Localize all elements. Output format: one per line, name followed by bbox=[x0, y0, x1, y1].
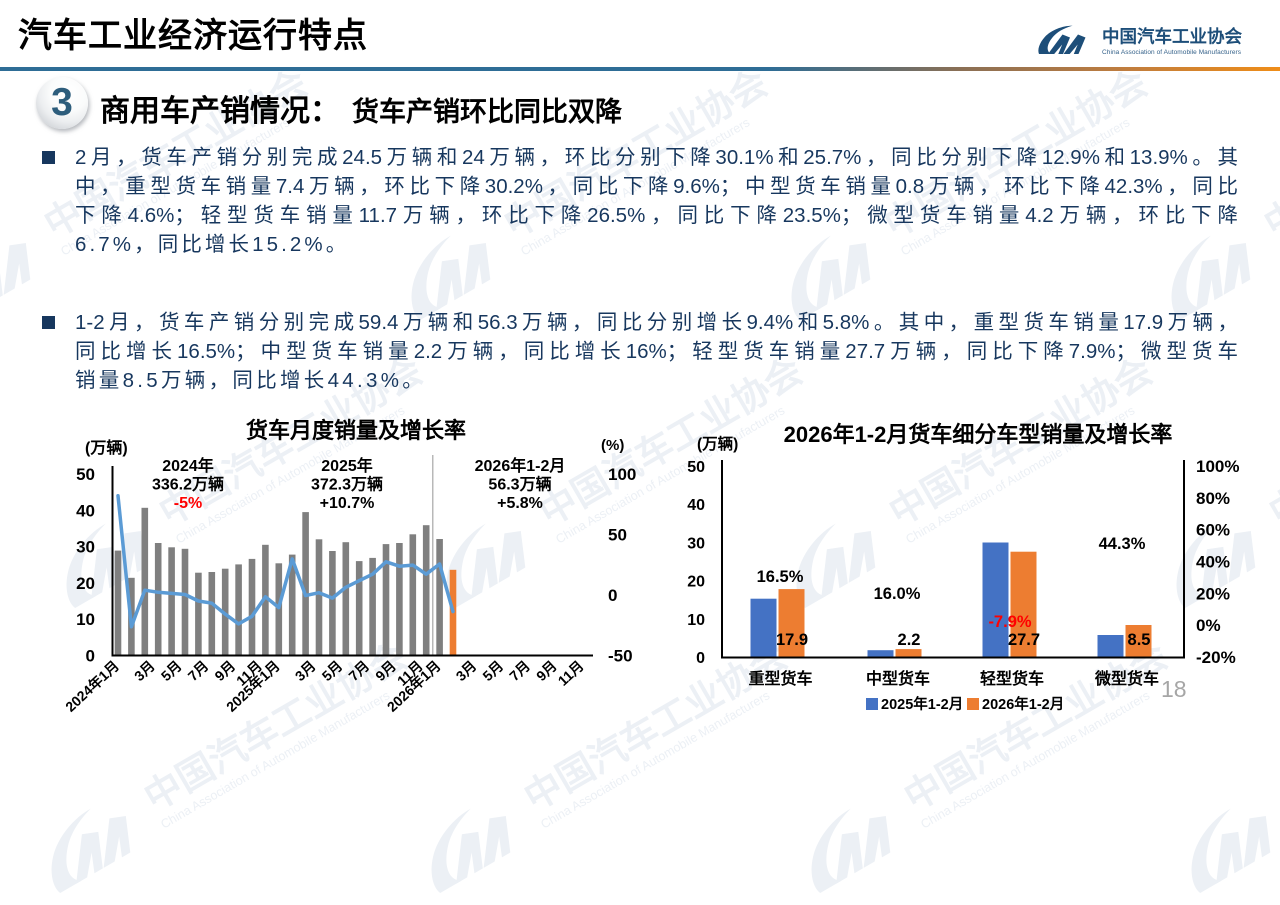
svg-text:10: 10 bbox=[687, 612, 705, 629]
svg-text:+10.7%: +10.7% bbox=[320, 495, 375, 512]
svg-text:9月: 9月 bbox=[372, 657, 399, 684]
svg-text:336.2万辆: 336.2万辆 bbox=[152, 475, 224, 494]
svg-text:中型货车: 中型货车 bbox=[866, 669, 930, 688]
svg-text:3月: 3月 bbox=[131, 657, 158, 684]
svg-text:7月: 7月 bbox=[506, 657, 533, 684]
svg-text:2025年: 2025年 bbox=[321, 456, 373, 475]
svg-text:20%: 20% bbox=[1196, 584, 1230, 603]
svg-text:50: 50 bbox=[608, 526, 627, 545]
svg-text:7月: 7月 bbox=[345, 657, 372, 684]
svg-text:50: 50 bbox=[76, 465, 95, 484]
svg-text:5月: 5月 bbox=[158, 657, 185, 684]
svg-text:372.3万辆: 372.3万辆 bbox=[311, 475, 383, 494]
svg-text:20: 20 bbox=[76, 574, 95, 593]
svg-text:2026年1-2月货车细分车型销量及增长率: 2026年1-2月货车细分车型销量及增长率 bbox=[784, 422, 1173, 447]
svg-text:货车月度销量及增长率: 货车月度销量及增长率 bbox=[246, 418, 466, 443]
svg-text:2026年1-2月: 2026年1-2月 bbox=[475, 456, 566, 475]
svg-text:3月: 3月 bbox=[292, 657, 319, 684]
svg-text:0: 0 bbox=[608, 586, 617, 605]
svg-text:44.3%: 44.3% bbox=[1099, 535, 1146, 553]
svg-text:40: 40 bbox=[76, 501, 95, 520]
svg-text:微型货车: 微型货车 bbox=[1094, 669, 1159, 688]
svg-text:9月: 9月 bbox=[533, 657, 560, 684]
svg-text:(万辆): (万辆) bbox=[85, 438, 128, 457]
svg-text:-7.9%: -7.9% bbox=[988, 613, 1031, 631]
svg-text:18: 18 bbox=[1161, 676, 1187, 702]
svg-text:7月: 7月 bbox=[185, 657, 212, 684]
svg-text:11月: 11月 bbox=[555, 657, 587, 688]
svg-text:2024年1月: 2024年1月 bbox=[62, 657, 122, 714]
svg-text:5月: 5月 bbox=[479, 657, 506, 684]
svg-text:27.7: 27.7 bbox=[1008, 631, 1040, 649]
svg-text:0: 0 bbox=[86, 647, 95, 666]
svg-text:16.5%: 16.5% bbox=[757, 568, 804, 586]
svg-text:0%: 0% bbox=[1196, 616, 1221, 635]
svg-text:5月: 5月 bbox=[319, 657, 346, 684]
svg-text:100%: 100% bbox=[1196, 457, 1239, 476]
svg-text:16.0%: 16.0% bbox=[874, 585, 921, 603]
svg-text:0: 0 bbox=[696, 650, 705, 667]
svg-text:17.9: 17.9 bbox=[776, 631, 808, 649]
svg-text:-50: -50 bbox=[608, 647, 633, 666]
svg-text:30: 30 bbox=[687, 535, 705, 552]
svg-text:10: 10 bbox=[76, 610, 95, 629]
svg-text:2025年1-2月: 2025年1-2月 bbox=[881, 695, 963, 713]
svg-text:中国汽车工业协会: 中国汽车工业协会 bbox=[1102, 27, 1243, 47]
svg-text:-5%: -5% bbox=[174, 495, 202, 512]
svg-text:30: 30 bbox=[76, 538, 95, 557]
svg-text:3月: 3月 bbox=[453, 657, 480, 684]
svg-text:China Association of Automobil: China Association of Automobile Manufact… bbox=[1102, 49, 1242, 56]
svg-text:-20%: -20% bbox=[1196, 648, 1236, 667]
svg-text:20: 20 bbox=[687, 574, 705, 591]
svg-text:80%: 80% bbox=[1196, 489, 1230, 508]
svg-text:重型货车: 重型货车 bbox=[748, 669, 812, 688]
svg-text:100: 100 bbox=[608, 465, 636, 484]
svg-text:+5.8%: +5.8% bbox=[497, 495, 543, 512]
svg-text:50: 50 bbox=[687, 459, 705, 476]
svg-text:40%: 40% bbox=[1196, 553, 1230, 572]
svg-text:9月: 9月 bbox=[211, 657, 238, 684]
svg-text:2.2: 2.2 bbox=[898, 631, 921, 649]
svg-text:2024年: 2024年 bbox=[162, 456, 214, 475]
svg-text:2026年1-2月: 2026年1-2月 bbox=[982, 695, 1064, 713]
svg-text:40: 40 bbox=[687, 497, 705, 514]
svg-text:(%): (%) bbox=[601, 437, 624, 454]
svg-text:56.3万辆: 56.3万辆 bbox=[488, 475, 551, 494]
svg-text:轻型货车: 轻型货车 bbox=[980, 669, 1044, 688]
svg-text:8.5: 8.5 bbox=[1128, 631, 1151, 649]
svg-text:60%: 60% bbox=[1196, 521, 1230, 540]
svg-text:(万辆): (万辆) bbox=[697, 434, 738, 453]
